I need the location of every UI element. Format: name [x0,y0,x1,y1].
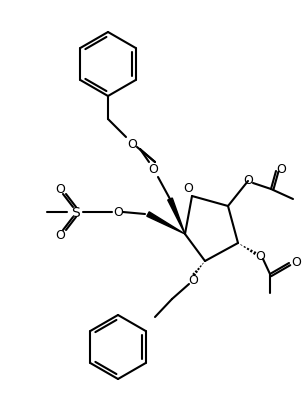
Text: O: O [188,274,198,287]
Polygon shape [147,212,185,235]
Text: O: O [127,137,137,150]
Text: O: O [55,183,65,196]
Text: O: O [148,163,158,176]
Polygon shape [168,198,185,235]
Text: O: O [55,229,65,242]
Text: S: S [71,205,79,219]
Text: O: O [255,250,265,263]
Text: O: O [243,174,253,187]
Text: O: O [183,182,193,195]
Text: O: O [113,206,123,219]
Text: O: O [291,256,301,269]
Text: O: O [276,163,286,176]
